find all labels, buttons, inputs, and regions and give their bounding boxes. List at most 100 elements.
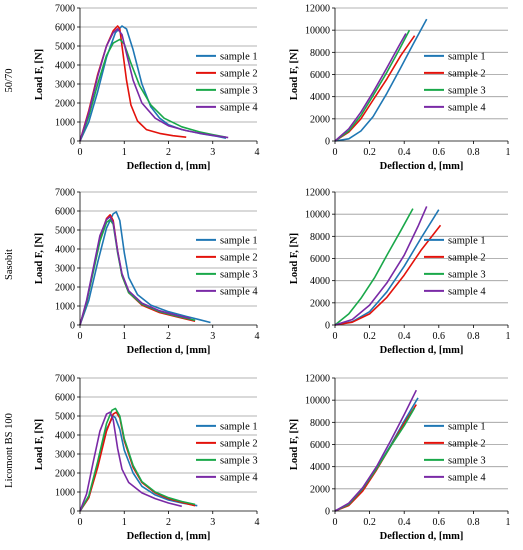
legend: sample 1 sample 2 sample 3 sample 4 [424, 51, 486, 113]
y-tick-label: 10000 [305, 210, 330, 221]
legend-label: sample 3 [448, 455, 486, 466]
y-tick-label: 3000 [55, 80, 75, 91]
legend-label: sample 2 [220, 68, 258, 79]
y-tick-label: 2000 [55, 283, 75, 294]
chart-panel-2: 0 2000 4000 6000 8000 10000 12000 0 0.2 0.4 0.6 0.8… [289, 4, 511, 173]
legend-label: sample 2 [448, 252, 486, 263]
x-tick-label: 0 [78, 147, 83, 158]
series-line-sample-3 [334, 407, 416, 512]
y-axis-title: Load F, [N] [289, 419, 300, 470]
y-tick-label: 12000 [305, 4, 330, 15]
y-tick-label: 2000 [310, 114, 330, 125]
x-tick-label: 0.2 [363, 517, 376, 528]
x-tick-label: 0 [333, 147, 338, 158]
x-tick-label: 0.8 [467, 517, 480, 528]
x-axis-title: Deflection d, [mm] [380, 531, 464, 542]
y-tick-label: 0 [325, 507, 330, 518]
legend-label: sample 1 [448, 235, 486, 246]
y-tick-label: 4000 [55, 431, 75, 442]
y-tick-label: 1000 [55, 488, 75, 499]
x-tick-label: 2 [166, 331, 171, 342]
legend-label: sample 1 [448, 421, 486, 432]
x-tick-label: 0.8 [467, 331, 480, 342]
x-axis-title: Deflection d, [mm] [380, 345, 464, 356]
legend-label: sample 4 [220, 102, 258, 113]
y-tick-label: 6000 [310, 70, 330, 81]
y-tick-label: 0 [325, 137, 330, 148]
legend-label: sample 3 [220, 455, 258, 466]
x-tick-label: 1 [506, 517, 511, 528]
series-line-sample-4 [334, 206, 428, 326]
y-tick-label: 8000 [310, 418, 330, 429]
legend-label: sample 4 [448, 472, 486, 483]
x-tick-label: 4 [255, 147, 260, 158]
x-tick-label: 0.4 [398, 331, 411, 342]
series-line-sample-1 [334, 18, 428, 142]
chart-panel-5: 0 1000 2000 3000 4000 5000 6000 7000 0 1 2 3 4 Deflec… [34, 374, 260, 543]
legend: sample 1 sample 2 sample 3 sample 4 [196, 235, 258, 297]
row-label: 50/70 [4, 69, 15, 93]
x-axis-title: Deflection d, [mm] [127, 345, 211, 356]
x-tick-label: 0.8 [467, 147, 480, 158]
y-tick-label: 3000 [55, 450, 75, 461]
y-tick-label: 0 [325, 321, 330, 332]
series-line-sample-4 [334, 33, 407, 142]
x-tick-label: 0 [78, 331, 83, 342]
x-tick-label: 0.2 [363, 331, 376, 342]
y-tick-label: 6000 [310, 254, 330, 265]
y-axis-title: Load F, [N] [34, 49, 45, 100]
y-tick-label: 4000 [310, 92, 330, 103]
y-tick-label: 6000 [55, 393, 75, 404]
row-label: Licomont BS 100 [4, 413, 15, 488]
legend: sample 1 sample 2 sample 3 sample 4 [424, 235, 486, 297]
x-axis-title: Deflection d, [mm] [380, 161, 464, 172]
legend-label: sample 1 [448, 51, 486, 62]
series-line-sample-3 [334, 208, 414, 326]
y-tick-label: 12000 [305, 188, 330, 199]
y-tick-label: 8000 [310, 48, 330, 59]
y-tick-label: 5000 [55, 42, 75, 53]
y-tick-label: 8000 [310, 232, 330, 243]
series-line-sample-3 [79, 38, 227, 142]
legend-label: sample 1 [220, 51, 258, 62]
x-tick-label: 2 [166, 147, 171, 158]
chart-panel-4: 0 2000 4000 6000 8000 10000 12000 0 0.2 0.4 0.6 0.8… [289, 188, 511, 357]
x-tick-label: 0.6 [433, 517, 446, 528]
y-axis-title: Load F, [N] [289, 233, 300, 284]
x-tick-label: 0.6 [433, 147, 446, 158]
chart-panel-3: 0 1000 2000 3000 4000 5000 6000 7000 0 1 2 3 4 Deflec… [34, 188, 260, 357]
y-tick-label: 1000 [55, 118, 75, 129]
legend-label: sample 4 [220, 472, 258, 483]
y-tick-label: 0 [70, 321, 75, 332]
series-line-sample-4 [79, 411, 182, 512]
legend-label: sample 2 [220, 438, 258, 449]
x-tick-label: 2 [166, 517, 171, 528]
y-tick-label: 4000 [55, 245, 75, 256]
series-line-sample-1 [334, 397, 419, 512]
y-tick-label: 4000 [55, 61, 75, 72]
legend-label: sample 1 [220, 421, 258, 432]
series-line-sample-3 [79, 407, 196, 512]
row-label: Sasobit [4, 249, 15, 280]
series-line-sample-1 [334, 209, 440, 326]
x-tick-label: 0 [333, 517, 338, 528]
x-tick-label: 0.6 [433, 331, 446, 342]
legend-label: sample 1 [220, 235, 258, 246]
x-tick-label: 0.2 [363, 147, 376, 158]
legend-label: sample 3 [220, 85, 258, 96]
y-tick-label: 3000 [55, 264, 75, 275]
series-line-sample-1 [79, 211, 211, 326]
series-line-sample-3 [334, 29, 411, 142]
legend: sample 1 sample 2 sample 3 sample 4 [424, 421, 486, 483]
x-tick-label: 4 [255, 517, 260, 528]
legend-label: sample 3 [448, 269, 486, 280]
x-tick-label: 3 [210, 517, 215, 528]
x-tick-label: 0.4 [398, 517, 411, 528]
legend-label: sample 4 [220, 286, 258, 297]
legend-label: sample 2 [448, 438, 486, 449]
series-line-sample-2 [334, 224, 442, 326]
y-tick-label: 0 [70, 137, 75, 148]
x-tick-label: 3 [210, 331, 215, 342]
x-tick-label: 0 [333, 331, 338, 342]
